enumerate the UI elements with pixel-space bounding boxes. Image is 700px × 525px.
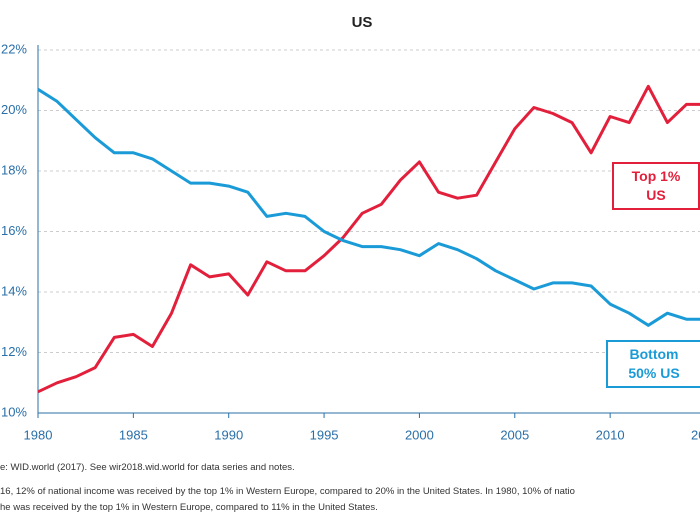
- chart: US 10% 12% 14% 16% 18% 20% 22% 1980 1985 1990 1995…: [1, 14, 700, 442]
- y-tick-label: 10%: [1, 404, 27, 419]
- y-tick-label: 22%: [1, 41, 27, 56]
- y-tick-label: 14%: [1, 283, 27, 298]
- source-note: e: WID.world (2017). See wir2018.wid.wor…: [0, 462, 295, 473]
- y-tick-label: 18%: [1, 162, 27, 177]
- chart-title: US: [352, 14, 373, 31]
- x-tick-label: 1980: [24, 427, 53, 442]
- series-line: [37, 88, 700, 327]
- series-line: [37, 84, 700, 394]
- note: 16, 12% of national income was received …: [0, 486, 575, 497]
- x-tick-label: 2010: [596, 427, 625, 442]
- y-tick-label: 20%: [1, 102, 27, 117]
- x-tick-label: 1985: [119, 427, 148, 442]
- x-tick-label: 1990: [214, 427, 243, 442]
- note: he was received by the top 1% in Western…: [0, 502, 378, 513]
- x-tick-label: 2015: [691, 427, 700, 442]
- x-tick-label: 1995: [310, 427, 339, 442]
- series-label: Top 1% US: [612, 162, 700, 210]
- series-label: Bottom 50% US: [606, 340, 700, 388]
- x-tick-label: 2005: [500, 427, 529, 442]
- x-tick-label: 2000: [405, 427, 434, 442]
- y-tick-label: 12%: [1, 344, 27, 359]
- y-tick-label: 16%: [1, 223, 27, 238]
